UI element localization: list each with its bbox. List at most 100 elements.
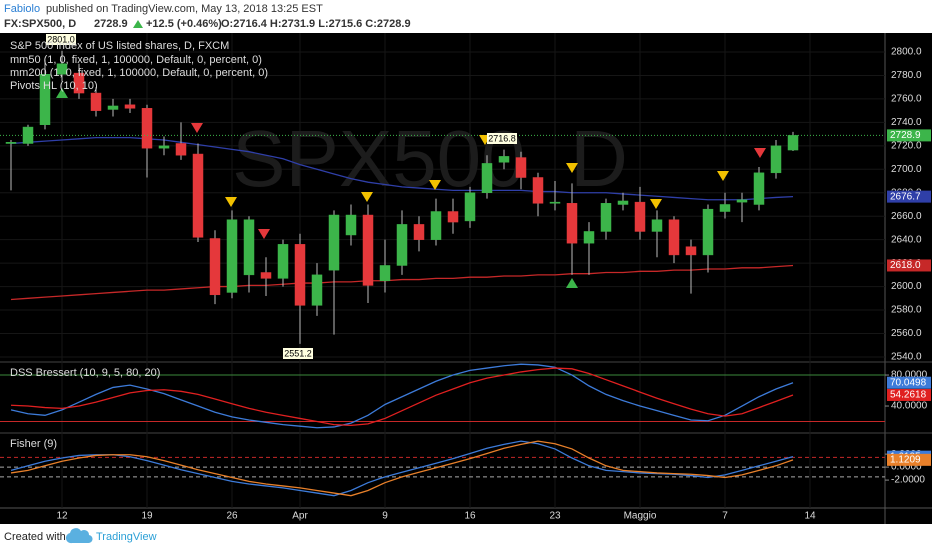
pivot-marker (56, 88, 68, 98)
y-tick-label: 2720.0 (891, 140, 922, 151)
pivot-markers (56, 88, 766, 288)
candle-body (141, 108, 153, 149)
candle-body (158, 145, 170, 149)
series-line (10, 136, 794, 201)
last-value-label: 2676.7 (890, 191, 921, 202)
y-tick-label: 40.0000 (891, 401, 928, 412)
y-tick-label: 2760.0 (891, 94, 922, 105)
x-tick-label: 7 (722, 511, 728, 522)
published: published on TradingView.com, May 13, 20… (46, 3, 323, 15)
y-tick-label: 2640.0 (891, 234, 922, 245)
candle-body (787, 135, 799, 151)
pivot-marker (754, 148, 766, 158)
series-line (10, 440, 794, 497)
series-line (10, 363, 794, 429)
cloud-icon (65, 528, 93, 544)
candle-body (328, 214, 340, 271)
candle-body (651, 219, 663, 232)
y-tick-label: 2560.0 (891, 328, 922, 339)
candle-body (549, 201, 561, 204)
candle-body (583, 231, 595, 244)
candle-body (770, 145, 782, 174)
candle-body (719, 204, 731, 212)
pivot-marker (717, 171, 729, 181)
candle-body (532, 177, 544, 204)
y-tick-label: 2740.0 (891, 117, 922, 128)
footer-created: Created with (4, 531, 66, 543)
candle-body (498, 156, 510, 163)
candle-body (311, 274, 323, 306)
candle-body (209, 238, 221, 296)
last-value-label: 54.2618 (890, 390, 927, 401)
pivot-label: 2551.2 (284, 348, 312, 358)
x-tick-label: 12 (56, 511, 68, 522)
x-tick-label: 26 (226, 511, 238, 522)
last-value-label: 2728.9 (890, 130, 921, 141)
last-value-label: 70.0498 (890, 377, 927, 388)
candle-body (685, 246, 697, 256)
last-value-box (887, 190, 931, 203)
axes: 12 19 26 Apr 9 16 23 Maggio 7 14 2540.0 2560.0 2580.… (56, 47, 931, 522)
ohlc: O:2716.4 H:2731.9 L:2715.6 C:2728.9 (221, 18, 411, 30)
x-tick-label: 14 (804, 511, 816, 522)
candle-body (736, 199, 748, 203)
candle-body (753, 172, 765, 205)
candle-body (192, 153, 204, 238)
last-value-box (887, 453, 931, 466)
candle-body (668, 219, 680, 256)
pivot-marker (566, 278, 578, 288)
x-tick-label: 16 (464, 511, 476, 522)
last-value-box (887, 129, 931, 142)
footer-brand[interactable]: TradingView (96, 531, 157, 543)
x-tick-label: 9 (382, 511, 388, 522)
y-tick-label: 2600.0 (891, 281, 922, 292)
candle-body (481, 163, 493, 193)
candle-body (413, 224, 425, 240)
candle-body (260, 272, 272, 279)
candle-body (566, 203, 578, 244)
candle-body (362, 214, 374, 286)
series-line (10, 264, 794, 301)
author[interactable]: Fabiolo (4, 3, 40, 15)
pivot-label-box (46, 34, 76, 45)
series-line (10, 367, 794, 427)
last-price: 2728.9 (94, 18, 128, 30)
candle-body (107, 105, 119, 110)
x-tick-label: 19 (141, 511, 153, 522)
pivot-label-box (283, 348, 313, 359)
candle-body (39, 74, 51, 125)
y-tick-label: 2660.0 (891, 211, 922, 222)
candle-body (634, 201, 646, 232)
candle-body (430, 211, 442, 240)
last-value-box (887, 388, 931, 401)
legend-entry: Pivots HL (10, 10) (10, 80, 98, 92)
pivot-label: 2801.0 (47, 34, 75, 44)
candle-body (277, 244, 289, 279)
candle-body (73, 72, 85, 94)
watermark: SPX500, D (232, 114, 628, 203)
y-tick-label: 80.0000 (891, 370, 928, 381)
pivot-marker (191, 123, 203, 133)
x-tick-label: Apr (292, 511, 308, 522)
candle-body (90, 92, 102, 111)
up-arrow (133, 20, 143, 28)
y-tick-label: 0.0000 (891, 462, 922, 473)
last-value-label: 2618.0 (890, 260, 921, 271)
y-tick-label: 2580.0 (891, 305, 922, 316)
candle-body (5, 142, 17, 144)
candle-body (447, 211, 459, 223)
candle-body (243, 219, 255, 276)
marks (0, 50, 885, 497)
legend-entry: mm200 (1, 0, fixed, 1, 100000, Default, … (10, 67, 268, 79)
pivot-marker (429, 180, 441, 190)
x-tick-label: 23 (549, 511, 561, 522)
candle-body (600, 203, 612, 232)
pivot-marker (566, 163, 578, 173)
candle-body (345, 214, 357, 236)
chart-area (0, 33, 932, 524)
pivot-marker (225, 197, 237, 207)
candle-body (617, 200, 629, 205)
legend-entry: mm50 (1, 0, fixed, 1, 100000, Default, 0… (10, 54, 262, 66)
